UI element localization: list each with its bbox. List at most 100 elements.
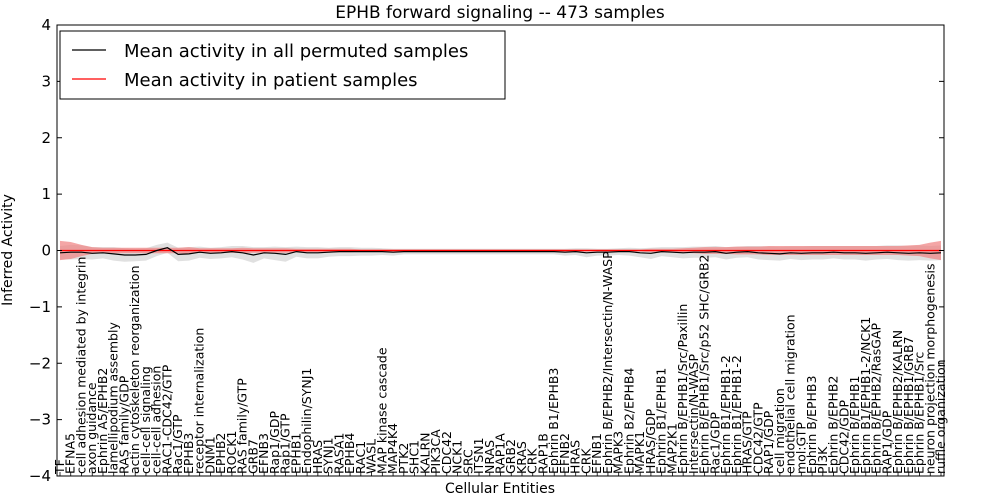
x-tick-label: GRB2 bbox=[503, 439, 518, 474]
x-tick-label: HRAS bbox=[568, 440, 583, 474]
x-tick-label: Ephrin B1/EPHB1-2/NCK1 bbox=[858, 317, 873, 474]
x-tick-label: RAP1A bbox=[493, 433, 508, 474]
y-tick-label: 3 bbox=[41, 72, 51, 90]
x-tick-label: Rac1/GDP bbox=[707, 412, 722, 474]
x-tick-label: Rac1/GTP bbox=[170, 414, 185, 474]
series-lines bbox=[59, 247, 942, 256]
x-tick-label: cell adhesion mediated by integrin bbox=[74, 257, 89, 474]
x-tick-label: Ephrin B1/EPHB1-2 bbox=[718, 355, 733, 474]
x-tick-label: KRAS bbox=[514, 441, 529, 474]
x-tick-label: Ephrin B1/EPHB1-2 bbox=[729, 355, 744, 474]
x-tick-label: EFNB2 bbox=[557, 433, 572, 474]
x-tick-label: MAP2K1 bbox=[664, 423, 679, 474]
x-tick-label: RAP1/GDP bbox=[879, 410, 894, 474]
x-tick-label: Rap1/GTP bbox=[278, 413, 293, 474]
x-tick-label: EFNB3 bbox=[256, 433, 271, 474]
x-tick-label: Ephrin B/EPHB2/KALRN bbox=[890, 330, 905, 474]
x-tick-label: MAPK3 bbox=[611, 431, 626, 474]
x-tick-label: lamellipodium assembly bbox=[106, 322, 121, 474]
x-tick-label: RAC1-CDC42/GTP bbox=[159, 364, 174, 474]
x-tick-label: DNM1 bbox=[202, 436, 217, 474]
x-tick-label: Ephrin B/EPHB3 bbox=[804, 376, 819, 474]
x-tick-label: EPHB1 bbox=[288, 433, 303, 474]
x-tick-label: EPHB4 bbox=[342, 433, 357, 474]
x-tick-label: Ephrin B1/EPHB3 bbox=[546, 368, 561, 474]
x-tick-label: NCK1 bbox=[450, 440, 465, 474]
x-tick-label: EFNA5 bbox=[63, 433, 78, 474]
x-tick-label: NRAS bbox=[482, 440, 497, 474]
x-tick-label: Ephrin B/EPHB1/GRB7 bbox=[901, 336, 916, 474]
x-tick-label: Ephrin B/EPHB2/RasGAP bbox=[869, 323, 884, 474]
x-tick-label: Ephrin A5/EPHB2 bbox=[95, 368, 110, 474]
x-axis-label: Cellular Entities bbox=[445, 481, 555, 497]
x-tick-label: RAC1 bbox=[353, 441, 368, 474]
x-tick-label: HRAS/GDP bbox=[643, 408, 658, 474]
x-tick-label: SHC1 bbox=[407, 440, 422, 474]
x-tick-label: PIK3CA bbox=[428, 429, 443, 474]
x-tick-label: mol:GTP bbox=[793, 422, 808, 474]
x-tick-label: EPHB2 bbox=[213, 433, 228, 474]
x-tick-label: neuron projection morphogenesis bbox=[922, 263, 937, 474]
x-tick-label: Ephrin B1/EPHB1 bbox=[654, 368, 669, 474]
x-tick-label: RAS family/GTP bbox=[235, 378, 250, 474]
x-tick-label: HRAS bbox=[310, 440, 325, 474]
x-tick-label: cell-cell signaling bbox=[138, 366, 153, 474]
x-tick-label: CRK bbox=[525, 448, 540, 474]
y-axis-ticks: 4 3 2 1 0 −1 −2 −3 −4 bbox=[29, 16, 944, 485]
x-tick-label: PTK2 bbox=[396, 443, 411, 474]
x-tick-label: TF bbox=[52, 459, 67, 475]
legend-box bbox=[59, 30, 506, 100]
x-tick-label: Ephrin B2/EPHB4 bbox=[621, 368, 636, 474]
x-tick-label: EFNB1 bbox=[589, 433, 604, 474]
x-tick-label: GRB7 bbox=[245, 439, 260, 474]
x-tick-label: Ephrin B/EPHB2 bbox=[826, 376, 841, 474]
x-tick-label: Intersectin/N-WASP bbox=[686, 354, 701, 474]
x-tick-label: receptor internalization bbox=[192, 328, 207, 474]
x-tick-label: WASL bbox=[364, 439, 379, 474]
x-tick-label: KALRN bbox=[417, 432, 432, 474]
x-tick-label: HRAS/GTP bbox=[740, 411, 755, 474]
line-series-0 bbox=[59, 247, 942, 256]
y-tick-label: 2 bbox=[41, 129, 51, 147]
plot-frame bbox=[56, 24, 945, 477]
x-tick-label: cell migration bbox=[772, 388, 787, 474]
y-axis-label: Inferred Activity bbox=[0, 194, 16, 306]
y-tick-label: −3 bbox=[29, 411, 51, 429]
x-tick-label: cell-cell adhesion bbox=[149, 366, 164, 474]
legend-label-patient: Mean activity in patient samples bbox=[124, 70, 418, 91]
x-tick-label: RAS family/GDP bbox=[117, 375, 132, 474]
x-tick-label: SYNJ1 bbox=[321, 437, 336, 474]
x-tick-label: actin cytoskeleton reorganization bbox=[127, 265, 142, 474]
x-tick-label: MAP4K4 bbox=[385, 423, 400, 474]
x-tick-label: RASA1 bbox=[331, 433, 346, 474]
x-tick-label: EPHB3 bbox=[181, 433, 196, 474]
x-tick-label: CDC42 bbox=[439, 431, 454, 474]
x-tick-label: ruffle organization bbox=[933, 359, 948, 474]
y-tick-label: −1 bbox=[29, 298, 51, 316]
x-tick-label: Ephrin B/EPHB2/Intersectin/N-WASP bbox=[600, 251, 615, 474]
y-tick-label: −4 bbox=[29, 467, 51, 485]
x-tick-label: Ephrin B/EPHB1/Src/p52 SHC/GRB2 bbox=[697, 255, 712, 475]
x-tick-label: MAP kinase cascade bbox=[374, 347, 389, 474]
chart-title: EPHB forward signaling -- 473 samples bbox=[335, 3, 665, 23]
x-tick-label: Ephrin B/EPHB1/Src/Paxillin bbox=[675, 304, 690, 474]
y-tick-label: 0 bbox=[41, 242, 51, 260]
x-tick-label: MAPK1 bbox=[632, 431, 647, 474]
x-tick-label: RAP1/GDP bbox=[761, 410, 776, 474]
x-tick-label: PI3K bbox=[815, 446, 830, 474]
x-tick-label: Rap1/GDP bbox=[267, 411, 282, 474]
x-tick-label: Ephrin B/EPHB1/Src bbox=[912, 352, 927, 474]
x-tick-label: Endophilin/SYNJ1 bbox=[299, 368, 314, 474]
y-tick-label: 1 bbox=[41, 185, 51, 203]
y-tick-label: −2 bbox=[29, 354, 51, 372]
legend-label-permuted: Mean activity in all permuted samples bbox=[124, 41, 468, 62]
legend: Mean activity in all permuted samples Me… bbox=[59, 30, 506, 100]
y-tick-label: 4 bbox=[41, 16, 51, 34]
x-tick-label: ITSN1 bbox=[471, 437, 486, 474]
x-tick-label: SRC bbox=[460, 449, 475, 474]
x-tick-label: ROCK1 bbox=[224, 431, 239, 474]
x-tick-label: endothelial cell migration bbox=[783, 314, 798, 474]
x-tick-label: CRK bbox=[579, 448, 594, 474]
